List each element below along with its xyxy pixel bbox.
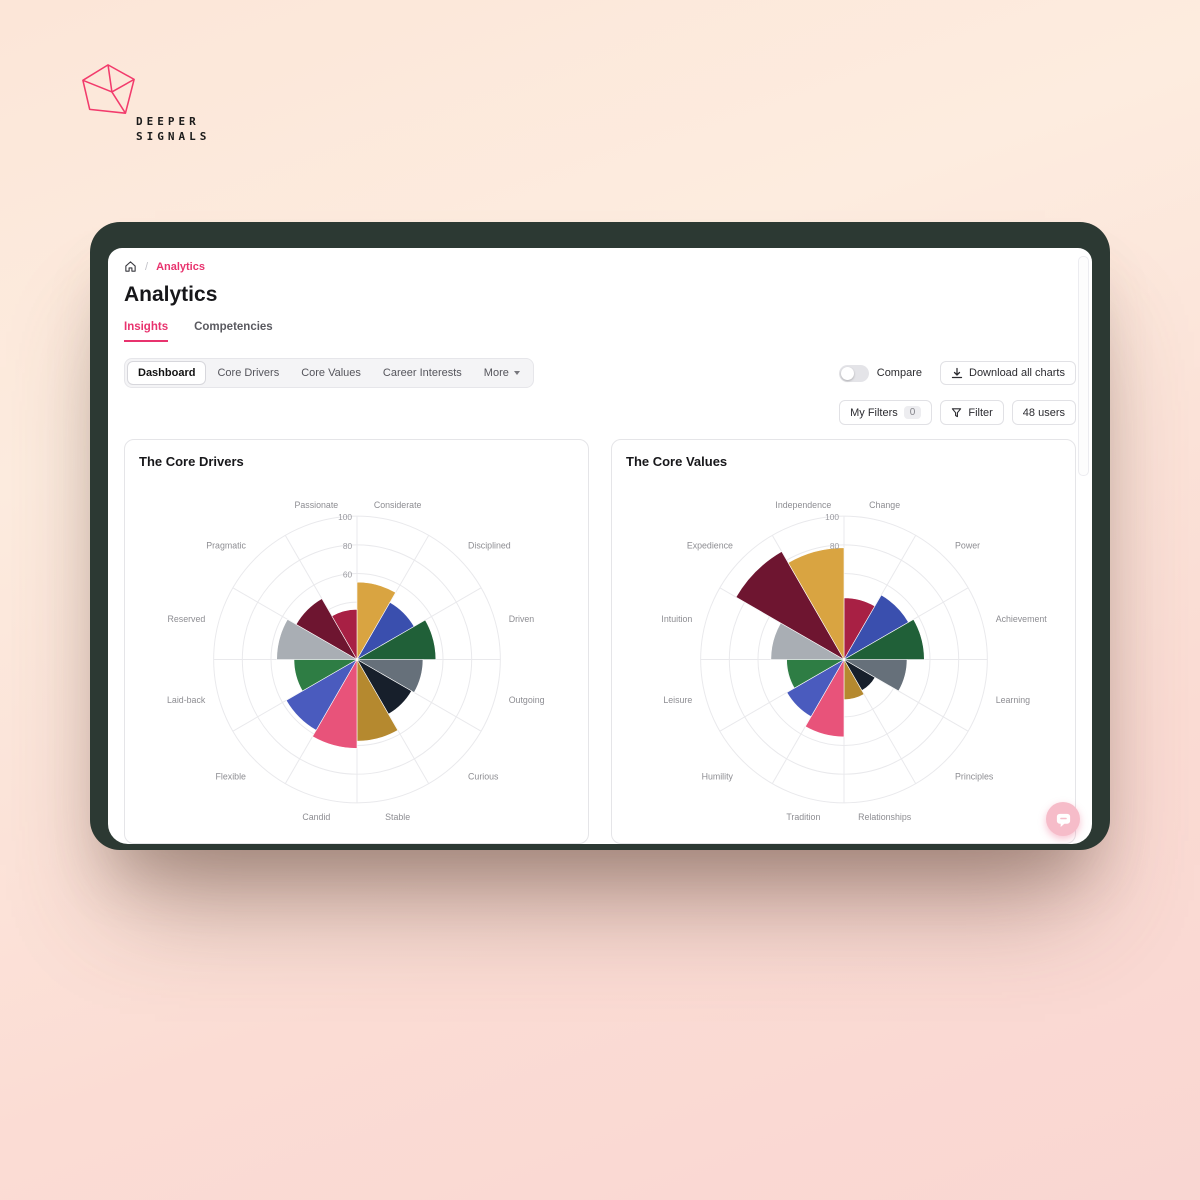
core-values-chart-title: The Core Values [626, 454, 728, 469]
home-icon[interactable] [124, 260, 137, 273]
segment-more-label: More [483, 367, 509, 379]
tab-insights[interactable]: Insights [124, 321, 169, 342]
core-drivers-chart-title: The Core Drivers [139, 454, 244, 469]
svg-text:Outgoing: Outgoing [508, 695, 544, 705]
svg-text:Laid-back: Laid-back [167, 695, 206, 705]
right-controls: Compare Download all charts [838, 361, 1076, 385]
svg-text:Intuition: Intuition [661, 614, 692, 624]
filter-label: Filter [968, 406, 993, 419]
filter-button[interactable]: Filter [940, 400, 1004, 425]
svg-text:Relationships: Relationships [858, 812, 912, 822]
tab-bar: Insights Competencies [124, 321, 1076, 342]
chart-cards: The Core Drivers Considerate Disciplined D… [124, 439, 1076, 844]
deeper-signals-logo-icon [82, 64, 135, 114]
segment-dashboard[interactable]: Dashboard [127, 361, 207, 385]
download-icon [951, 367, 963, 379]
compare-control: Compare [838, 364, 922, 382]
breadcrumb: / Analytics [124, 260, 1076, 273]
filters-row: My Filters 0 Filter 48 users [124, 400, 1076, 425]
scrollbar[interactable] [1078, 256, 1089, 476]
users-count-button[interactable]: 48 users [1011, 400, 1076, 425]
svg-text:Pragmatic: Pragmatic [206, 540, 246, 550]
chat-fab-button[interactable] [1046, 802, 1080, 836]
svg-text:Learning: Learning [995, 695, 1029, 705]
breadcrumb-separator: / [145, 260, 149, 273]
my-filters-label: My Filters [850, 406, 898, 419]
svg-text:Reserved: Reserved [167, 614, 205, 624]
svg-text:Stable: Stable [385, 812, 410, 822]
toggle-knob [840, 366, 854, 380]
segment-core-values[interactable]: Core Values [290, 361, 372, 385]
deeper-signals-logo-text: DEEPER SIGNALS [136, 114, 210, 144]
download-label: Download all charts [969, 367, 1065, 379]
compare-label: Compare [876, 367, 922, 379]
svg-text:Expedience: Expedience [686, 540, 732, 550]
tab-competencies[interactable]: Competencies [194, 321, 273, 333]
core-values-card: The Core Values Change Power Achievement Le… [611, 439, 1076, 844]
controls-row: Dashboard Core Drivers Core Values Caree… [124, 358, 1076, 388]
compare-toggle[interactable] [838, 364, 869, 382]
svg-text:60: 60 [342, 569, 352, 579]
breadcrumb-current[interactable]: Analytics [156, 260, 205, 273]
svg-text:Candid: Candid [302, 812, 330, 822]
funnel-icon [952, 408, 962, 418]
svg-text:Power: Power [955, 540, 980, 550]
svg-text:Independence: Independence [775, 500, 831, 510]
chat-icon [1056, 813, 1070, 827]
core-drivers-card: The Core Drivers Considerate Disciplined D… [124, 439, 589, 844]
svg-text:Curious: Curious [468, 771, 499, 781]
svg-text:Humility: Humility [701, 771, 733, 781]
svg-text:Principles: Principles [955, 771, 994, 781]
svg-text:Considerate: Considerate [373, 500, 421, 510]
svg-text:80: 80 [829, 541, 839, 551]
users-count-label: 48 users [1022, 406, 1065, 419]
svg-text:Flexible: Flexible [215, 771, 246, 781]
segment-career-interests[interactable]: Career Interests [372, 361, 473, 385]
download-all-charts-button[interactable]: Download all charts [940, 361, 1076, 385]
core-drivers-rose-chart: Considerate Disciplined Driven Outgoing Curi… [141, 471, 573, 836]
my-filters-button[interactable]: My Filters 0 [839, 400, 933, 425]
svg-text:Tradition: Tradition [786, 812, 820, 822]
page-title: Analytics [124, 283, 218, 306]
app-window-frame: / Analytics Analytics Insights Competenc… [90, 222, 1110, 850]
segment-core-drivers[interactable]: Core Drivers [206, 361, 290, 385]
logo-line-1: DEEPER [136, 115, 200, 128]
chevron-down-icon [513, 371, 520, 375]
segment-more[interactable]: More [473, 361, 531, 385]
svg-text:100: 100 [825, 512, 839, 522]
svg-text:80: 80 [342, 541, 352, 551]
logo-line-2: SIGNALS [136, 130, 211, 143]
svg-text:Passionate: Passionate [294, 500, 338, 510]
svg-text:Disciplined: Disciplined [468, 540, 511, 550]
svg-text:Driven: Driven [508, 614, 534, 624]
svg-text:Change: Change [869, 500, 900, 510]
chart-type-segmented-control: Dashboard Core Drivers Core Values Caree… [124, 358, 534, 388]
my-filters-count-badge: 0 [903, 406, 922, 419]
svg-text:Leisure: Leisure [663, 695, 692, 705]
app-screen: / Analytics Analytics Insights Competenc… [108, 248, 1092, 844]
core-values-rose-chart: Change Power Achievement Learning Principles… [628, 471, 1060, 836]
svg-text:100: 100 [338, 512, 352, 522]
svg-text:Achievement: Achievement [995, 614, 1047, 624]
